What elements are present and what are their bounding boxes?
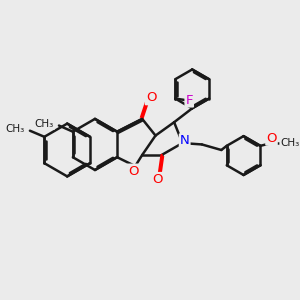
Text: O: O (266, 132, 277, 145)
Text: N: N (180, 134, 190, 147)
Text: CH₃: CH₃ (280, 138, 299, 148)
Text: CH₃: CH₃ (35, 119, 54, 129)
Text: F: F (185, 94, 193, 106)
Text: O: O (146, 91, 156, 104)
Text: O: O (152, 173, 163, 186)
Text: CH₃: CH₃ (6, 124, 25, 134)
Text: O: O (128, 165, 138, 178)
